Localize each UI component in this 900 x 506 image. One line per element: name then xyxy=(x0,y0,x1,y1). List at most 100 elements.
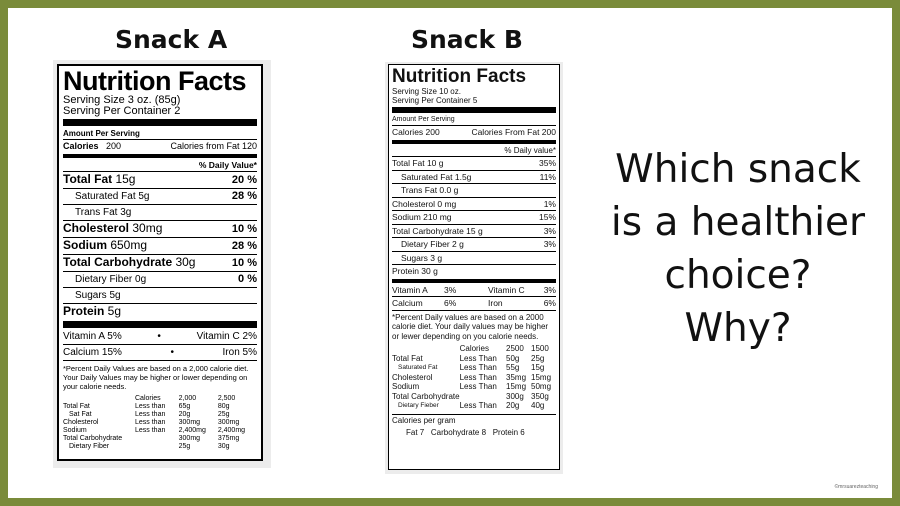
table-cell: 30g xyxy=(217,443,230,450)
label-a-dv-header: % Daily Value* xyxy=(198,160,257,170)
table-cell: 55g xyxy=(506,363,520,372)
nutrient-row: Cholesterol 30mg 10 % xyxy=(63,220,257,237)
nutrient-row: Protein 5g xyxy=(63,303,257,320)
table-header-cell: 2500 xyxy=(506,344,524,353)
table-cell: Total Carbohydrate xyxy=(392,391,460,401)
label-a-amount-per-serving: Amount Per Serving xyxy=(63,129,140,138)
vitamin-left: Calcium 15% xyxy=(63,347,122,358)
table-header-cell xyxy=(63,395,135,403)
nutrient-row: Total Carbohydrate 30g 10 % xyxy=(63,254,257,271)
table-cell: 350g xyxy=(531,391,549,401)
nutrient-amount: 30g xyxy=(172,255,196,269)
table-row: Dietary Fiber 25g 30g xyxy=(63,443,257,451)
nutrient-dv: 11% xyxy=(539,171,556,182)
nutrient-amount: 15g xyxy=(112,172,136,186)
label-b-dv-header: % Daily value* xyxy=(504,146,556,155)
table-row: Total Fat Less than 65g 80g xyxy=(63,403,257,411)
nutrient-amount: 3g xyxy=(117,207,132,218)
table-cell: Less Than xyxy=(459,401,497,410)
table-cell: 40g xyxy=(531,401,545,410)
table-row: Dietary Fieber Less Than 20g 40g xyxy=(392,401,556,411)
vitamin-cell: 6% xyxy=(444,298,457,308)
vitamin-cell: Vitamin A xyxy=(392,284,428,295)
nutrient-name: Cholesterol 30mg xyxy=(63,221,162,237)
nutrient-row: Saturated Fat 1.5g 11% xyxy=(392,169,556,184)
slide-content: Snack A Snack B Nutrition Facts Serving … xyxy=(8,8,892,498)
nutrient-label: Cholesterol xyxy=(63,221,130,235)
label-a-title: Nutrition Facts xyxy=(63,66,247,96)
table-row: Sodium Less than 2,400mg 2,400mg xyxy=(63,427,257,435)
nutrient-label: Protein 30 g xyxy=(392,266,438,276)
label-b-box: Nutrition Facts Serving Size 10 oz. Serv… xyxy=(388,64,560,470)
table-cell: 35mg xyxy=(506,372,527,382)
table-header-row: Calories 2500 1500 xyxy=(392,344,556,354)
nutrient-amount: 650mg xyxy=(107,238,148,252)
nutrient-row: Saturated Fat 5g 28 % xyxy=(63,188,257,204)
nutrient-label: Saturated Fat 1.5g xyxy=(401,171,472,182)
label-a-footer-table: Calories 2,000 2,500 Total Fat Less than 65g 8… xyxy=(63,395,257,451)
snack-a-title: Snack A xyxy=(115,25,228,54)
nutrient-name: Sugars 5g xyxy=(75,288,121,303)
vitamin-cell: 3% xyxy=(543,284,556,295)
table-cell: 25g xyxy=(178,443,191,450)
snack-b-title: Snack B xyxy=(411,25,523,54)
label-a-footnote: *Percent Daily Values are based on a 2,0… xyxy=(63,364,249,391)
nutrient-label: Protein xyxy=(63,304,105,318)
nutrition-label-b: Nutrition Facts Serving Size 10 oz. Serv… xyxy=(385,62,563,474)
table-cell: Less Than xyxy=(459,372,497,382)
vitamin-row: Vitamin A 3% Vitamin C 3% xyxy=(392,284,556,297)
nutrient-label: Sugars 3 g xyxy=(401,252,443,263)
vitamin-row: Vitamin A 5% • Vitamin C 2% xyxy=(63,329,257,344)
table-cell: Dietary Fiber xyxy=(69,443,110,450)
calories-from-fat: Calories from Fat 120 xyxy=(170,141,257,151)
table-cell: 50g xyxy=(506,353,520,363)
table-cell: Less than xyxy=(135,427,166,434)
nutrition-label-a: Nutrition Facts Serving Size 3 oz. (85g)… xyxy=(53,60,271,468)
divider xyxy=(63,154,257,158)
question-line: choice? xyxy=(664,253,812,298)
table-cell: 20g xyxy=(178,411,191,418)
label-b-nutrient-rows: Total Fat 10 g 35% Saturated Fat 1.5g 11% Tr… xyxy=(392,156,556,278)
nutrient-name: Protein 5g xyxy=(63,304,121,320)
table-cell: Less Than xyxy=(459,382,497,391)
table-row: Cholesterol Less than 300mg 300mg xyxy=(63,419,257,427)
table-cell: Less Than xyxy=(459,353,497,363)
table-cell xyxy=(460,392,506,402)
label-a-vitamins: Vitamin A 5% • Vitamin C 2% Calcium 15% • Iro… xyxy=(63,329,257,360)
table-cell: 2,400mg xyxy=(217,427,246,434)
calories-value: 200 xyxy=(106,141,122,151)
nutrient-dv: 10 % xyxy=(231,257,257,269)
nutrient-row: Total Fat 15g 20 % xyxy=(63,171,257,188)
nutrient-name: Trans Fat 3g xyxy=(75,205,131,220)
table-cell: 300mg xyxy=(217,419,240,426)
vitamin-right: Vitamin C 2% xyxy=(196,331,257,342)
table-cell: Cholesterol xyxy=(63,419,99,426)
question-line: Which snack xyxy=(615,147,861,192)
nutrient-dv: 1% xyxy=(543,198,556,209)
nutrient-name: Dietary Fiber 0g xyxy=(75,272,146,287)
nutrient-dv: 28 % xyxy=(231,240,257,252)
table-cell: Sat Fat xyxy=(69,411,92,418)
table-cell: Less than xyxy=(135,419,166,426)
nutrient-label: Saturated Fat xyxy=(75,191,136,202)
bullet: • xyxy=(157,331,161,342)
table-cell: 15mg xyxy=(531,372,552,382)
table-cell: 20g xyxy=(506,401,520,410)
table-cell xyxy=(135,435,179,443)
table-header-cell: Calories xyxy=(459,344,489,353)
nutrient-row: Trans Fat 0.0 g xyxy=(392,183,556,197)
label-a-calories-row: Calories 200 Calories from Fat 120 xyxy=(63,139,257,153)
nutrient-row: Trans Fat 3g xyxy=(63,204,257,220)
nutrient-label: Total Fat xyxy=(63,172,113,186)
nutrient-label: Total Fat 10 g xyxy=(392,158,444,168)
table-header-cell: Calories xyxy=(135,395,161,402)
table-cell xyxy=(135,443,179,451)
nutrient-name: Saturated Fat 5g xyxy=(75,189,150,204)
question-line: is a healthier xyxy=(610,200,866,245)
table-cell: 300mg xyxy=(178,435,201,442)
table-cell: Total Fat xyxy=(63,403,90,410)
nutrient-row: Sodium 210 mg 15% xyxy=(392,210,556,224)
table-cell: Sodium xyxy=(392,382,420,391)
table-cell: Less Than xyxy=(459,363,497,372)
nutrient-label: Sugars xyxy=(75,290,107,301)
